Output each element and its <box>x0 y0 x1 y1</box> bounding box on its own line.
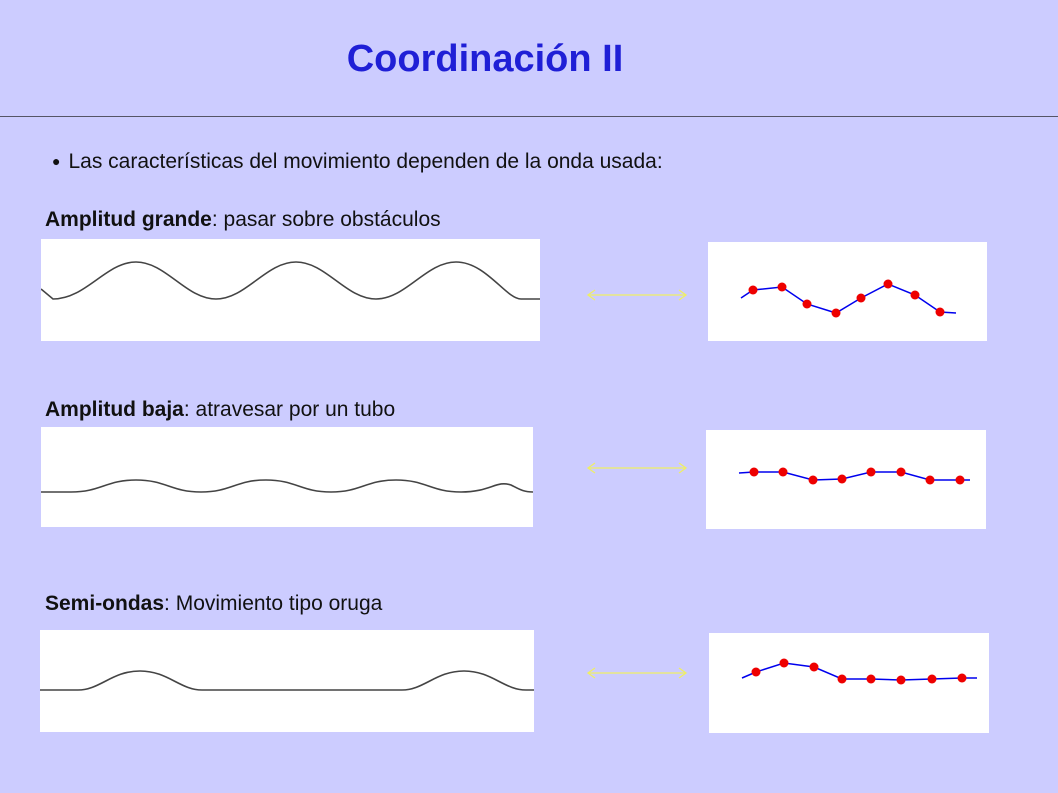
robot-joint <box>809 662 819 672</box>
robot-joint <box>808 475 818 485</box>
robot-joint <box>751 667 761 677</box>
label-low-amplitude-rest: : atravesar por un tubo <box>183 398 396 421</box>
title-divider <box>0 116 1058 117</box>
label-large-amplitude-rest: : pasar sobre obstáculos <box>211 208 441 231</box>
bullet-dot: ● <box>52 153 61 169</box>
robot-joint <box>748 285 758 295</box>
robot-joint <box>778 467 788 477</box>
robot-joint <box>883 279 893 289</box>
robot-joint <box>777 282 787 292</box>
robot-joint <box>837 474 847 484</box>
robot-joint <box>896 675 906 685</box>
robot-half-waves <box>741 658 977 685</box>
panel-robot-large-amplitude <box>708 242 987 341</box>
bullet-line: ● Las características del movimiento depe… <box>52 150 663 174</box>
robot-joint <box>802 299 812 309</box>
robot-joint <box>831 308 841 318</box>
double-arrow-2 <box>586 462 688 474</box>
slide-title: Coordinación II <box>346 38 624 80</box>
wave-large-amplitude <box>41 261 540 300</box>
robot-joint <box>837 674 847 684</box>
robot-joint <box>749 467 759 477</box>
wave-half-waves <box>40 670 534 691</box>
wave-low-amplitude <box>41 479 533 493</box>
robot-joint <box>955 475 965 485</box>
panel-wave-low-amplitude <box>41 427 533 527</box>
double-arrow-1 <box>586 289 688 301</box>
robot-joint <box>935 307 945 317</box>
robot-joint <box>927 674 937 684</box>
robot-joint <box>896 467 906 477</box>
robot-large-amplitude <box>740 279 957 318</box>
robot-joint <box>866 467 876 477</box>
panel-robot-half-waves <box>709 633 989 733</box>
label-half-waves-rest: : Movimiento tipo oruga <box>164 592 383 615</box>
panel-wave-large-amplitude <box>41 239 540 341</box>
label-large-amplitude: Amplitud grande: pasar sobre obstáculos <box>45 205 485 234</box>
robot-joint <box>910 290 920 300</box>
panel-robot-low-amplitude <box>706 430 986 529</box>
robot-joint <box>957 673 967 683</box>
label-half-waves-bold: Semi-ondas <box>45 592 165 615</box>
double-arrow-3 <box>586 667 688 679</box>
robot-joint <box>925 475 935 485</box>
label-large-amplitude-bold: Amplitud grande <box>45 208 212 231</box>
robot-joint <box>779 658 789 668</box>
robot-joint <box>856 293 866 303</box>
bullet-text: Las características del movimiento depen… <box>68 150 663 173</box>
panel-wave-half-waves <box>40 630 534 732</box>
robot-joint <box>866 674 876 684</box>
label-low-amplitude: Amplitud baja: atravesar por un tubo <box>45 395 485 424</box>
label-half-waves: Semi-ondas: Movimiento tipo oruga <box>45 589 485 618</box>
robot-low-amplitude <box>738 467 970 485</box>
label-low-amplitude-bold: Amplitud baja <box>45 398 184 421</box>
